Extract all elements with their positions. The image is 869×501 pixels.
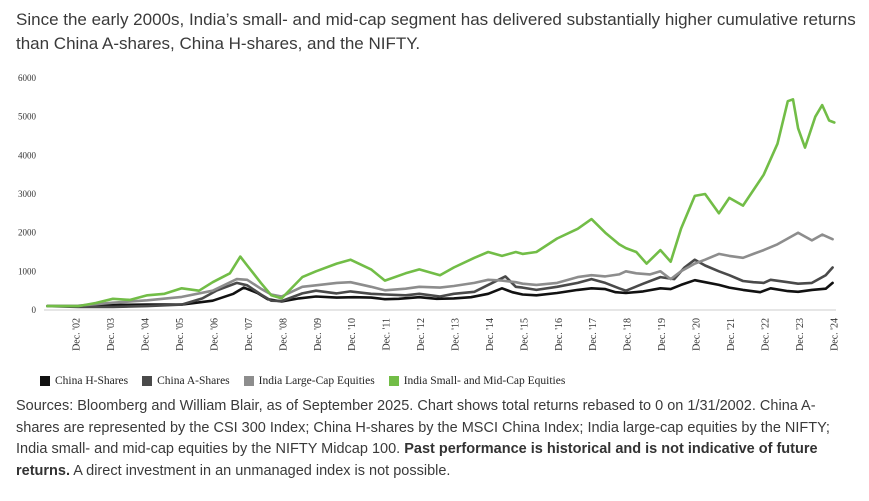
x-tick-label: Dec. '09 — [313, 318, 324, 351]
x-tick-label: Dec. '13 — [450, 318, 461, 351]
series-line — [46, 258, 834, 309]
legend-item: China A-Shares — [142, 375, 230, 387]
legend: China H-Shares China A-Shares India Large-… — [40, 375, 565, 387]
legend-item: China H-Shares — [40, 375, 128, 387]
y-tick-label: 0 — [32, 305, 37, 315]
x-tick-label: Dec. '02 — [72, 318, 83, 351]
x-tick-label: Dec. '18 — [623, 318, 634, 351]
x-tick-label: Dec. '11 — [382, 318, 393, 351]
y-tick-label: 6000 — [18, 73, 37, 83]
x-tick-label: Dec. '21 — [726, 318, 737, 351]
x-axis: Dec. '02 Dec. '03 Dec. '04 Dec. '05 Dec. '06… — [44, 309, 840, 351]
x-tick-label: Dec. '22 — [760, 318, 771, 351]
headline: Since the early 2000s, India’s small- an… — [16, 10, 856, 53]
legend-item: India Large-Cap Equities — [243, 375, 375, 387]
legend-label: China A-Shares — [157, 375, 230, 387]
x-tick-label: Dec. '24 — [829, 318, 840, 351]
x-tick-label: Dec. '03 — [106, 318, 117, 351]
x-tick-label: Dec. '08 — [278, 318, 289, 351]
y-tick-label: 1000 — [18, 266, 37, 276]
legend-swatch — [40, 376, 50, 386]
legend-swatch — [243, 376, 254, 386]
sources-text: Sources: Bloomberg and William Blair, as… — [16, 398, 830, 457]
y-tick-label: 3000 — [18, 189, 37, 199]
y-tick-label: 2000 — [18, 228, 37, 238]
y-tick-label: 4000 — [18, 150, 37, 160]
x-tick-label: Dec. '07 — [244, 318, 255, 351]
legend-swatch — [142, 376, 153, 386]
disclaimer-bold: Past performance is historical and is no… — [16, 441, 818, 479]
sources-note: Sources: Bloomberg and William Blair, as… — [16, 396, 856, 482]
x-tick-label: Dec. '05 — [175, 318, 186, 351]
legend-swatch — [388, 376, 399, 386]
x-tick-label: Dec. '04 — [141, 318, 152, 351]
x-tick-label: Dec. '06 — [209, 318, 220, 351]
legend-label: India Large-Cap Equities — [258, 375, 375, 387]
x-tick-label: Dec. '15 — [519, 318, 530, 351]
legend-item: India Small- and Mid-Cap Equities — [388, 375, 566, 387]
y-axis: 0 1000 2000 3000 4000 5000 6000 — [18, 73, 37, 315]
y-tick-label: 5000 — [18, 112, 37, 122]
x-tick-label: Dec. '16 — [554, 318, 565, 351]
x-tick-label: Dec. '12 — [416, 318, 427, 351]
sources-tail: A direct investment in an unmanaged inde… — [73, 462, 451, 479]
legend-label: India Small- and Mid-Cap Equities — [403, 375, 566, 387]
series-layer — [46, 98, 836, 309]
x-tick-label: Dec. '17 — [588, 318, 599, 351]
x-tick-label: Dec. '23 — [795, 318, 806, 351]
series-line — [46, 231, 834, 308]
x-tick-label: Dec. '19 — [657, 318, 668, 351]
x-tick-label: Dec. '14 — [485, 318, 496, 351]
x-tick-label: Dec. '10 — [347, 318, 358, 351]
series-line — [46, 98, 836, 308]
x-tick-label: Dec. '20 — [692, 318, 703, 351]
legend-label: China H-Shares — [55, 375, 129, 387]
